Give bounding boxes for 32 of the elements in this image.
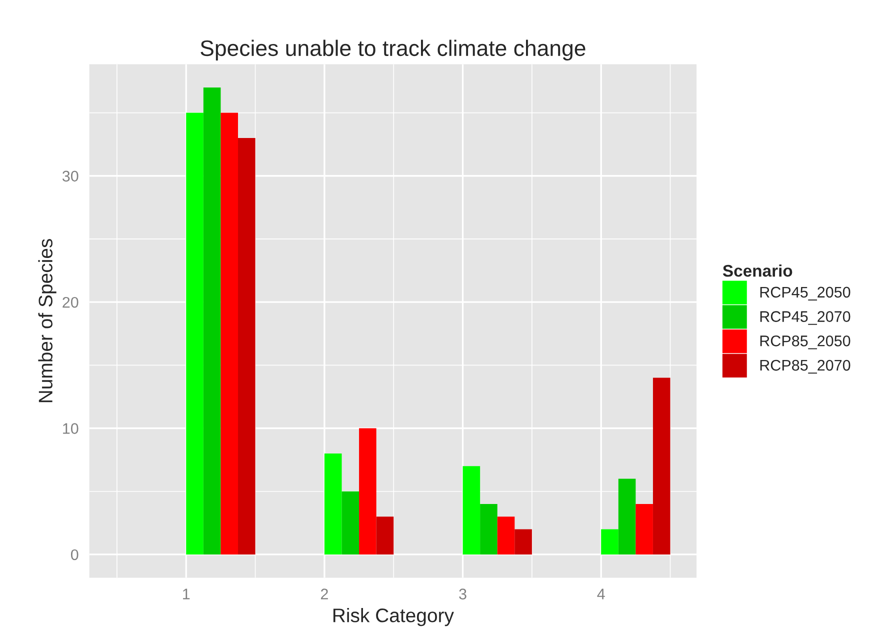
x-tick-label: 1 xyxy=(183,588,190,600)
bar xyxy=(186,112,204,554)
bar xyxy=(324,454,342,554)
legend-label: RCP45_2050 xyxy=(760,286,850,300)
bar xyxy=(342,491,360,554)
bar xyxy=(238,138,256,554)
x-tick-label: 4 xyxy=(597,588,605,600)
y-tick-label: 0 xyxy=(70,549,78,560)
x-axis-title: Risk Category xyxy=(333,608,454,626)
bar xyxy=(203,88,221,554)
y-axis-title: Number of Species xyxy=(38,239,56,402)
chart-title: Species unable to track climate change xyxy=(200,40,586,60)
bar xyxy=(514,529,532,554)
y-tick-label: 10 xyxy=(63,423,78,434)
y-tick-label: 20 xyxy=(62,296,78,308)
bar xyxy=(636,504,653,554)
bar xyxy=(652,378,670,554)
legend-label: RCP85_2070 xyxy=(760,360,850,374)
bar xyxy=(376,516,394,554)
x-tick-label: 3 xyxy=(459,588,466,600)
bar xyxy=(462,466,480,554)
bar xyxy=(220,112,238,554)
bar xyxy=(480,504,498,554)
bar xyxy=(359,428,376,554)
x-tick-label: 2 xyxy=(320,588,328,600)
bar xyxy=(497,516,515,554)
legend-label: RCP85_2050 xyxy=(760,336,850,350)
legend-label: RCP45_2070 xyxy=(760,311,850,325)
bar xyxy=(601,529,618,554)
bar xyxy=(618,478,636,554)
legend-title: Scenario xyxy=(722,264,792,277)
y-tick-label: 30 xyxy=(62,170,78,182)
